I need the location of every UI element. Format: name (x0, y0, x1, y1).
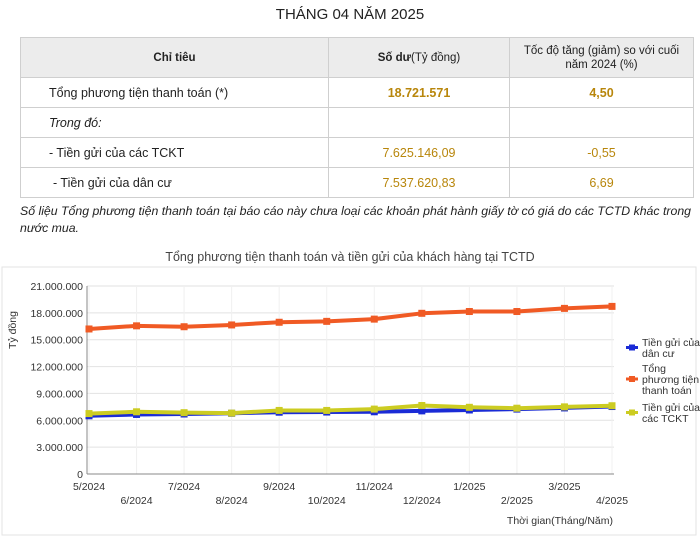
x-tick-label: 1/2025 (453, 481, 485, 493)
legend-label-line: dân cư (642, 348, 675, 360)
data-point (228, 321, 236, 329)
row-growth: -0,55 (509, 137, 694, 168)
row-label: - Tiền gửi của dân cư (20, 167, 329, 198)
legend-label: Tiền gửi của dân cư (642, 337, 700, 360)
x-tick-label: 10/2024 (308, 495, 346, 507)
chart-frame (1, 266, 697, 536)
legend-label-line: các TCKT (642, 413, 689, 425)
data-point (465, 308, 473, 316)
data-point (608, 402, 616, 410)
data-point (560, 304, 568, 312)
legend-swatch-marker (629, 344, 635, 351)
header-balance-label: Số dư (377, 51, 412, 64)
row-balance: 7.537.620,83 (328, 167, 510, 198)
legend-label-line: Tổng (642, 363, 666, 375)
data-point (275, 318, 283, 326)
y-tick-label: 15.000.000 (30, 335, 83, 347)
x-tick-label: 5/2024 (73, 481, 105, 493)
x-tick-label: 8/2024 (216, 495, 248, 507)
legend-label-line: thanh toán (642, 385, 692, 397)
data-point (513, 404, 521, 412)
x-tick-label: 11/2024 (356, 481, 393, 493)
x-tick-label: 4/2025 (596, 495, 628, 507)
legend-label-line: Tiền gửi của (642, 337, 700, 349)
x-tick-label: 3/2025 (548, 481, 580, 493)
series-line (87, 403, 614, 416)
y-tick-label: 6.000.000 (36, 415, 83, 427)
row-balance: 18.721.571 (328, 77, 510, 108)
data-point (180, 409, 188, 417)
row-balance (328, 107, 510, 138)
data-point (228, 409, 236, 417)
table-row: - Tiền gửi của các TCKT 7.625.146,09 -0,… (20, 137, 694, 168)
header-growth: Tốc độ tăng (giảm) so với cuối năm 2024 … (509, 37, 694, 78)
y-tick-label: 3.000.000 (36, 442, 83, 454)
y-axis-label: Tỷ đồng (7, 311, 19, 349)
header-balance-unit: (Tỷ đồng) (411, 51, 461, 64)
table-row: Trong đó: (20, 107, 694, 138)
x-axis-label: Thời gian(Tháng/Năm) (507, 515, 613, 527)
data-point (133, 322, 141, 330)
data-point (275, 406, 283, 414)
row-label: - Tiền gửi của các TCKT (20, 137, 329, 168)
table-row: Tổng phương tiện thanh toán (*) 18.721.5… (20, 77, 694, 108)
x-tick-label: 9/2024 (263, 481, 295, 493)
data-point (323, 317, 331, 325)
x-tick-label: 12/2024 (403, 495, 441, 507)
summary-table: Chỉ tiêu Số dư(Tỷ đồng) Tốc độ tăng (giả… (20, 37, 694, 198)
legend-label: Tổng phương tiện thanh toán (642, 363, 699, 397)
legend-label-line: phương tiện (642, 374, 699, 386)
series-line (87, 304, 614, 331)
page-title: THÁNG 04 NĂM 2025 (275, 6, 425, 23)
row-label: Trong đó: (20, 107, 329, 138)
data-point (418, 407, 426, 415)
row-balance: 7.625.146,09 (328, 137, 510, 168)
y-tick-label: 0 (77, 469, 83, 481)
y-tick-label: 18.000.000 (30, 308, 83, 320)
row-growth: 4,50 (509, 77, 694, 108)
legend-swatch-marker (629, 376, 635, 382)
y-tick-label: 12.000.000 (30, 362, 83, 374)
legend-label: Tiền gửi của các TCKT (642, 402, 700, 425)
data-point (133, 408, 141, 416)
header-balance: Số dư(Tỷ đồng) (328, 37, 510, 78)
data-point (608, 302, 616, 310)
data-point (370, 405, 378, 413)
y-tick-label: 21.000.000 (30, 281, 83, 293)
data-point (465, 403, 473, 411)
row-growth (509, 107, 694, 138)
data-point (370, 315, 378, 323)
legend-label-line: Tiền gửi của (642, 402, 700, 414)
header-indicator: Chỉ tiêu (20, 37, 329, 78)
data-point (323, 406, 331, 414)
table-header-row: Chỉ tiêu Số dư(Tỷ đồng) Tốc độ tăng (giả… (20, 37, 694, 78)
data-point (418, 309, 426, 317)
table-row: - Tiền gửi của dân cư 7.537.620,83 6,69 (20, 167, 694, 198)
row-label: Tổng phương tiện thanh toán (*) (20, 77, 329, 108)
row-growth: 6,69 (509, 167, 694, 198)
line-chart: 0 3.000.000 6.000.000 9.000.000 12.000.000 15… (1, 266, 700, 536)
data-point (85, 325, 93, 333)
legend-swatch-marker (629, 409, 635, 416)
data-point (560, 403, 568, 411)
data-point (418, 402, 426, 410)
y-tick-label: 9.000.000 (36, 388, 83, 400)
footnote: Số liệu Tổng phương tiện thanh toán tại … (20, 204, 691, 235)
x-tick-label: 7/2024 (168, 481, 200, 493)
data-point (85, 410, 93, 418)
data-point (513, 308, 521, 316)
x-tick-label: 2/2025 (501, 495, 533, 507)
x-tick-label: 6/2024 (120, 495, 152, 507)
data-point (180, 323, 188, 331)
chart-title: Tổng phương tiện thanh toán và tiền gửi … (165, 250, 535, 264)
